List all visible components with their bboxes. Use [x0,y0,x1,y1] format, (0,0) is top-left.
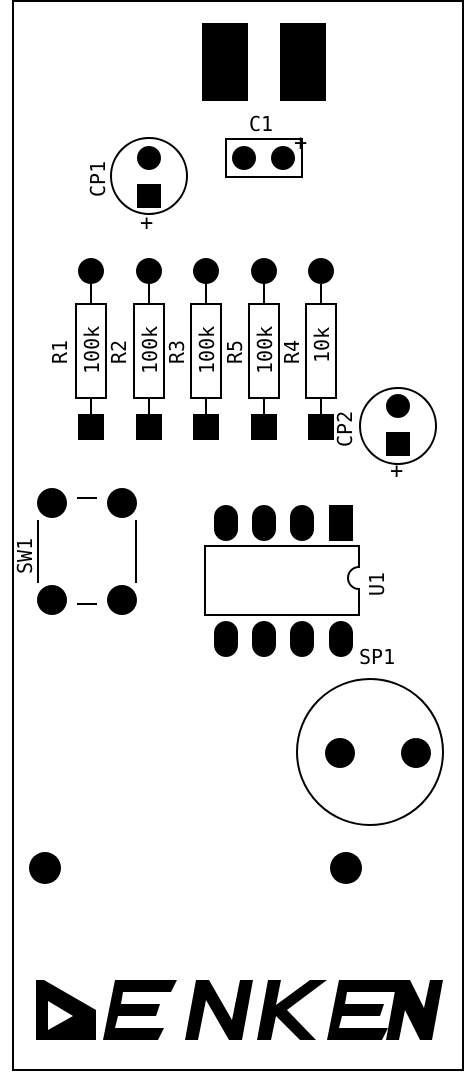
r2-pad-bottom [136,414,162,440]
board-outline [12,0,464,1071]
sp1-ref-label: SP1 [359,645,395,669]
r4-pad-bottom [308,414,334,440]
denken-logo [36,980,443,1040]
mounting-holes [29,852,362,884]
mounting-hole-right [330,852,362,884]
r5-value-label: 100k [253,326,277,374]
cp2-pad-square [386,432,410,456]
cp1-outline [110,137,188,215]
r5-ref-label: R5 [223,340,247,364]
r2-body [133,303,165,399]
cp2-pad-round [386,394,410,418]
ic-u1: U1 [204,505,389,657]
capacitor-cp2: + CP2 [333,387,437,484]
cp2-outline [359,387,437,465]
r1-pad-bottom [78,414,104,440]
r5-pad-bottom [251,414,277,440]
power-pads [202,23,326,101]
r1-value-label: 100k [80,326,104,374]
logo-letter-k [257,980,327,1040]
cp1-pad-round [137,146,161,170]
u1-pin-4 [214,505,238,541]
r1-pad-top [78,258,104,284]
u1-body-outline [204,545,360,616]
resistor-r4: 10k R4 [280,258,337,440]
r4-body [305,303,337,399]
c1-pad-1 [232,146,256,170]
c1-polarity-mark: + [294,131,307,156]
u1-pin-2 [290,505,314,541]
mounting-hole-left [29,852,61,884]
cp2-polarity-mark: + [390,459,403,484]
r2-pad-top [136,258,162,284]
r2-ref-label: R2 [107,340,131,364]
c1-ref-label: C1 [249,112,273,136]
capacitor-c1: C1 + [225,112,307,178]
power-pad-left [202,23,248,101]
u1-pin-1 [329,505,353,541]
sp1-pad-2 [401,738,431,768]
cp1-ref-label: CP1 [86,161,110,197]
cp1-pad-square [137,184,161,208]
sp1-outline [296,678,444,826]
sw1-ref-label: SW1 [13,538,37,574]
cp1-polarity-mark: + [140,211,153,236]
resistor-r1: 100k R1 [48,258,107,440]
resistor-r2: 100k R2 [107,258,165,440]
logo-letter-e1 [103,980,177,1040]
speaker-sp1: SP1 [296,645,444,826]
r2-value-label: 100k [138,326,162,374]
c1-outline [225,138,303,178]
c1-pad-2 [271,146,295,170]
r1-ref-label: R1 [48,340,72,364]
logo-letter-d [36,980,96,1040]
logo-letter-e2 [327,980,401,1040]
power-pad-right [280,23,326,101]
r5-pad-top [251,258,277,284]
logo-letter-n2 [386,980,443,1040]
sp1-pad-1 [325,738,355,768]
u1-pin-6 [252,621,276,657]
r3-pad-top [193,258,219,284]
r3-pad-bottom [193,414,219,440]
cp2-ref-label: CP2 [333,411,357,447]
r4-value-label: 10k [310,327,334,363]
sw1-pad-tr [107,488,137,518]
u1-pin-7 [290,621,314,657]
resistor-r3: 100k R3 [165,258,222,440]
u1-pin-8 [329,621,353,657]
r3-value-label: 100k [195,326,219,374]
logo-letter-n [185,980,253,1040]
switch-sw1: SW1 [13,488,137,615]
sw1-pad-br [107,585,137,615]
resistor-array: 100k R1 100k R2 100k R3 100k [48,258,337,440]
resistor-r5: 100k R5 [223,258,280,440]
r4-ref-label: R4 [280,340,304,364]
u1-pin-3 [252,505,276,541]
u1-ref-label: U1 [365,572,389,596]
capacitor-cp1: + CP1 [86,137,188,236]
r3-ref-label: R3 [165,340,189,364]
r4-pad-top [308,258,334,284]
sw1-pad-bl [37,585,67,615]
u1-pin-5 [214,621,238,657]
sw1-pad-tl [37,488,67,518]
